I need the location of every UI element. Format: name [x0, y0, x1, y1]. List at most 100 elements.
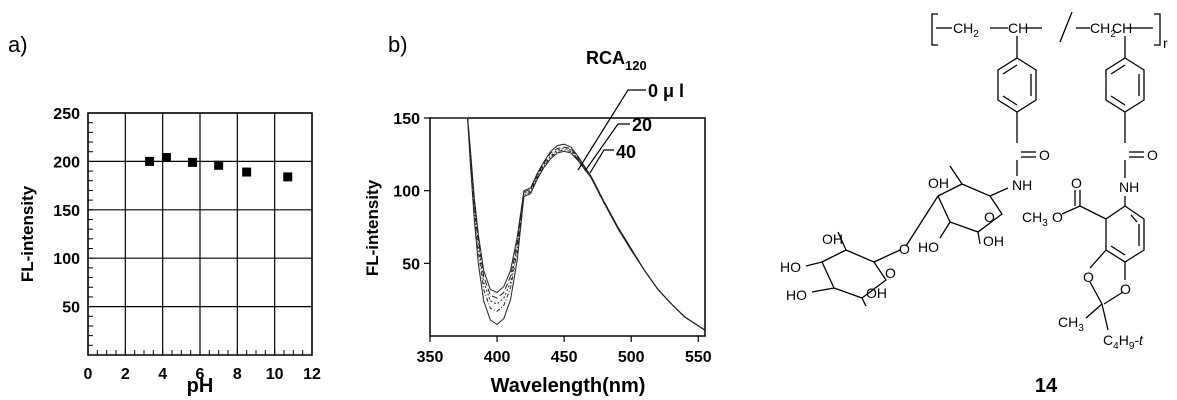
panel-b-chart: 350 400 450 500 550 50 100 150: [393, 111, 711, 366]
catechol-db-2: [1110, 245, 1126, 256]
right-aryl-db-2: [1110, 95, 1126, 106]
panel-b-x-tick-label: 550: [685, 349, 712, 366]
panel-b-spectrum-line: [432, 117, 706, 331]
legend-entry-1: 20: [632, 115, 652, 135]
glycoside-bond: [905, 195, 939, 247]
panel-a-x-tick-label: 6: [196, 366, 205, 383]
sugar-label-7: O: [899, 241, 910, 257]
panel-a-x-tick-label: 8: [233, 366, 242, 383]
ester-o-top: O: [1071, 175, 1082, 191]
sugar-label-0: OH: [928, 175, 949, 191]
panel-a-x-tick-label: 4: [158, 366, 167, 383]
panel-b-y-tick-label: 150: [393, 111, 420, 128]
sugar-label-1: HO: [918, 239, 939, 255]
left-aryl-db-2: [1002, 95, 1018, 106]
compound-number: 14: [1035, 375, 1058, 397]
sugar-label-3: OH: [822, 231, 843, 247]
panel-b-x-tick-label: 450: [551, 349, 578, 366]
acetal-ch3: CH3: [1058, 314, 1084, 334]
ester-ch3: CH3: [1022, 209, 1048, 229]
panel-a-data-point: [242, 167, 252, 177]
legend-title: RCA120: [586, 48, 647, 73]
panel-a-points: [145, 153, 293, 182]
dioxolane-bond-2: [1089, 281, 1103, 305]
backbone-ch-right: CH: [1112, 20, 1132, 36]
panel-a-y-tick-label: 150: [53, 203, 80, 220]
panel-a-grid: [87, 112, 313, 355]
panel-a-data-point: [214, 160, 224, 170]
panel-b-x-axis-label: Wavelength(nm): [491, 375, 646, 397]
panel-b-x-tick-label: 350: [417, 349, 444, 366]
compound-labels: CH2 CH CH2 CH r O O NH NH O O CH3 O O CH…: [780, 20, 1168, 397]
right-aryl-ring: [1105, 57, 1145, 113]
sugar-label-5: HO: [786, 287, 807, 303]
legend-entry-0: 0 μ l: [648, 81, 684, 101]
sugar-upper-ho-bond: [939, 221, 951, 239]
backbone-ch2-left: CH2: [953, 20, 979, 40]
panel-b-y-axis-label: FL-intensity: [363, 179, 382, 276]
ester-o-single: O: [1052, 209, 1063, 225]
acetal-tbu: C4H9-t: [1103, 332, 1144, 352]
panel-b-x-tick-label: 500: [618, 349, 645, 366]
panel-b-lines: [432, 117, 706, 331]
sugar-lower-oh-bond: [861, 297, 867, 307]
ester-c-bond: [1079, 205, 1107, 220]
sugar-upper-ch2-bond: [949, 165, 963, 185]
panel-a-y-tick-label: 200: [53, 154, 80, 171]
panel-a-data-point: [145, 156, 155, 166]
panel-b-spectrum-line: [432, 117, 706, 331]
sugar-lower-ch2-bond: [837, 231, 847, 251]
sugar-label-8: O: [984, 209, 995, 225]
nh-left: NH: [1012, 177, 1032, 193]
panel-b-legend: RCA120 0 μ l 20 40: [577, 48, 684, 174]
sugar-upper-oh-bond: [977, 231, 981, 245]
catechol-db-0: [1130, 214, 1138, 223]
panel-a-x-axis-label: pH: [187, 375, 214, 397]
sugar-label-9: O: [885, 265, 896, 281]
panel-a-y-tick-label: 50: [62, 300, 80, 317]
panel-a-data-point: [188, 157, 198, 167]
carbonyl-o-left: O: [1039, 147, 1050, 163]
panel-b-y-tick-label: 100: [393, 184, 420, 201]
sugar-n-bond: [989, 187, 1009, 197]
compound-structure: [805, 11, 1161, 331]
panel-a-x-tick-label: 12: [303, 366, 321, 383]
panel-a-x-tick-label: 10: [266, 366, 284, 383]
panel-b-spectrum-line: [432, 117, 706, 331]
panel-a-ticks: 0 2 4 6 8 10 12 50 100 150 200 250: [53, 106, 321, 383]
sugar-label-2: OH: [983, 233, 1004, 249]
repeat-subscript: r: [1163, 35, 1168, 51]
dioxolane-bond-3: [1103, 291, 1124, 305]
panel-b-spectrum-line: [432, 117, 706, 331]
backbone-left-bracket: [931, 13, 938, 46]
sugar-label-6: OH: [866, 285, 887, 301]
panel-a-y-tick-label: 100: [53, 251, 80, 268]
panel-b-spectrum-line: [432, 117, 706, 331]
sugar-lower-ho-bond-2: [805, 261, 823, 267]
legend-entry-2: 40: [616, 142, 636, 162]
panel-a-y-axis-label: FL-intensity: [18, 185, 37, 282]
panel-a-y-tick-label: 250: [53, 106, 80, 123]
panel-a-data-point: [161, 153, 171, 163]
legend-leader-0: [577, 89, 646, 171]
left-aryl-ring: [997, 57, 1037, 113]
sugar-label-4: HO: [780, 259, 801, 275]
left-aryl-db-0: [1002, 64, 1018, 75]
panel-b-label: b): [388, 32, 408, 57]
panel-a-label: a): [8, 32, 28, 57]
ring-o-lower: O: [1120, 281, 1131, 297]
panel-b-plot-frame: [429, 117, 706, 337]
legend-leader-2: [589, 149, 614, 174]
backbone-slash: [1059, 11, 1073, 43]
acetal-ch3-bond: [1085, 303, 1103, 319]
carbonyl-o-right: O: [1147, 147, 1158, 163]
panel-a-x-tick-label: 2: [121, 366, 130, 383]
panel-b-ticks: 350 400 450 500 550 50 100 150: [393, 111, 711, 366]
backbone-right-bracket: [1154, 13, 1161, 46]
panel-b-y-tick-label: 50: [402, 256, 420, 273]
panel-a-chart: 0 2 4 6 8 10 12 50 100 150 200 250: [53, 106, 321, 383]
sugar-lower-ho-bond: [811, 287, 835, 293]
acetal-tbu-bond: [1101, 303, 1109, 331]
